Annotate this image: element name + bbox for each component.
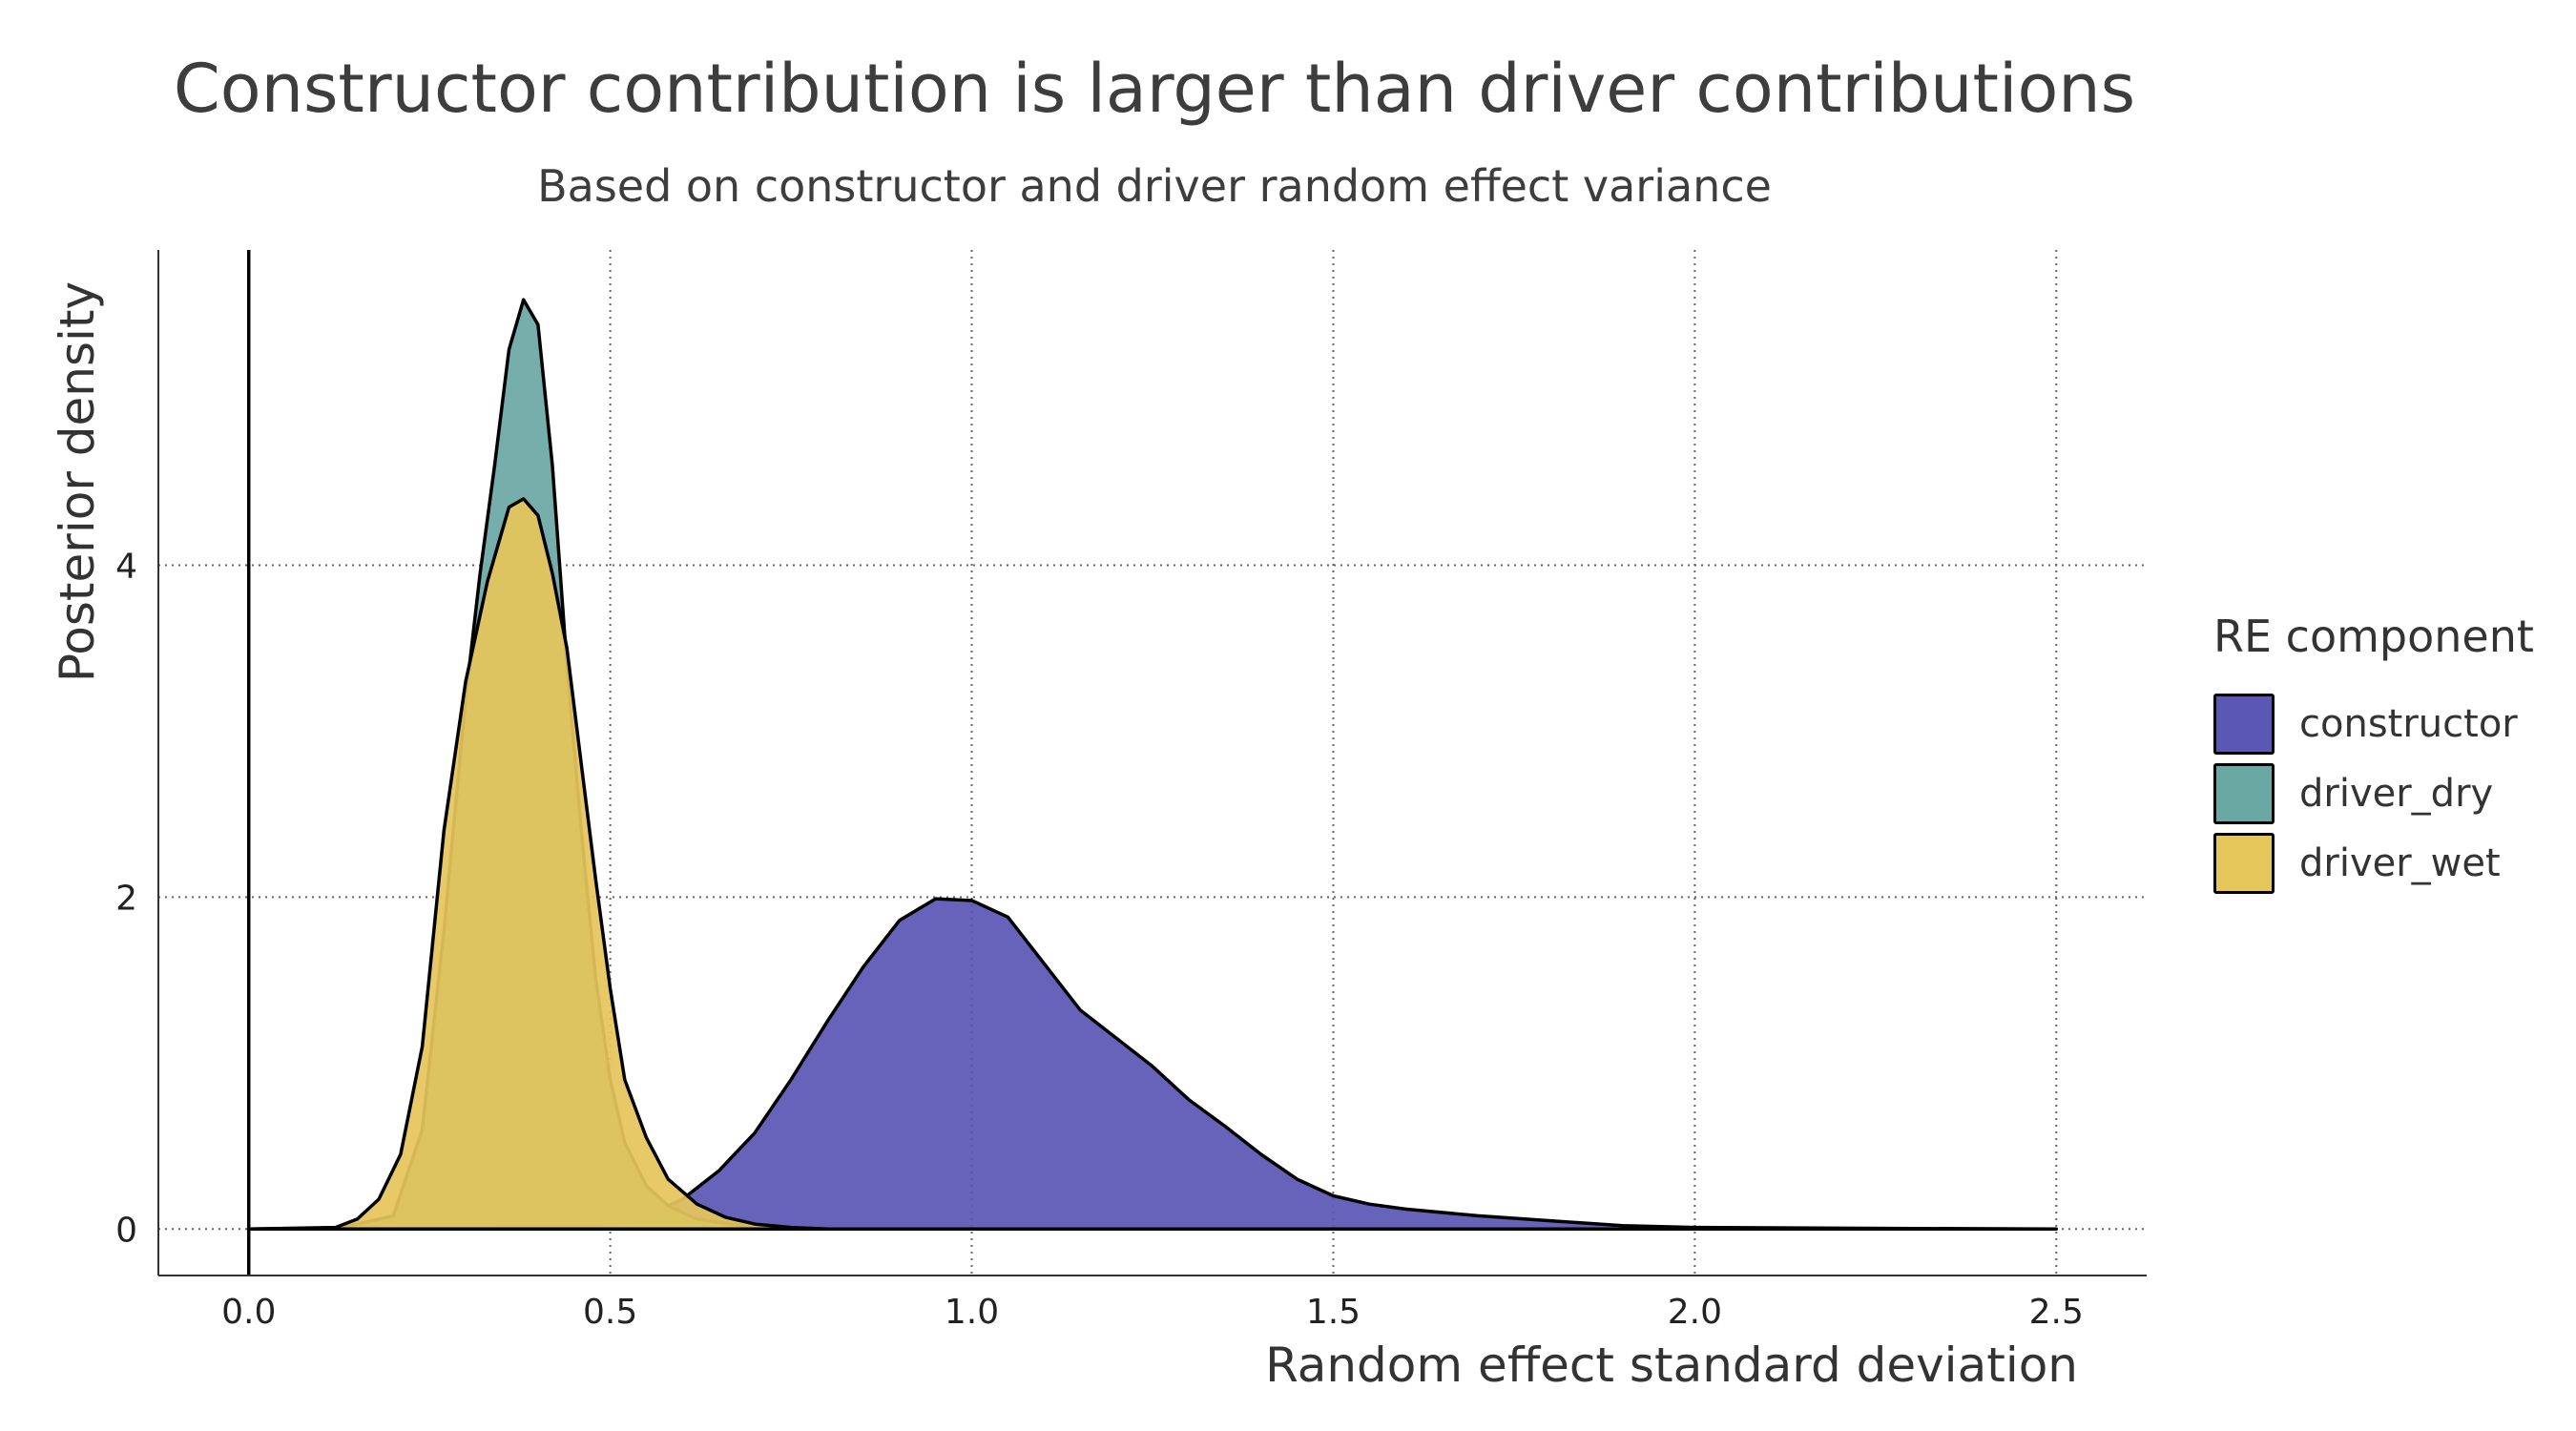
legend-title: RE component bbox=[2213, 611, 2534, 662]
legend-label-driver-dry: driver_dry bbox=[2299, 771, 2494, 816]
legend-item-driver-dry: driver_dry bbox=[2213, 758, 2534, 828]
density-areas bbox=[246, 298, 2059, 1232]
x-axis-label: Random effect standard deviation bbox=[1265, 1338, 2078, 1393]
x-tick-label: 1.0 bbox=[945, 1293, 999, 1332]
chart-subtitle: Based on constructor and driver random e… bbox=[537, 160, 1772, 212]
y-tick-label: 0 bbox=[115, 1211, 137, 1250]
density-area-constructor bbox=[246, 897, 2059, 1232]
legend-item-driver-wet: driver_wet bbox=[2213, 828, 2534, 898]
legend-key-driver-dry bbox=[2213, 762, 2275, 824]
x-tick-label: 0.0 bbox=[221, 1293, 276, 1332]
y-axis-label: Posterior density bbox=[50, 281, 105, 682]
legend-label-driver-wet: driver_wet bbox=[2299, 840, 2501, 885]
axes: 0.0 0.5 1.0 1.5 2.0 2.5 0 2 4 bbox=[115, 250, 2147, 1332]
density-area-driver-wet bbox=[246, 497, 829, 1232]
legend-item-constructor: constructor bbox=[2213, 689, 2534, 758]
x-tick-label: 2.0 bbox=[1668, 1293, 1722, 1332]
chart-title: Constructor contribution is larger than … bbox=[173, 50, 2136, 128]
y-tick-label: 4 bbox=[115, 548, 137, 587]
y-tick-label: 2 bbox=[115, 879, 137, 918]
legend-key-driver-wet bbox=[2213, 832, 2275, 894]
legend: RE component constructor driver_dry driv… bbox=[2213, 611, 2534, 898]
x-tick-label: 0.5 bbox=[583, 1293, 637, 1332]
legend-key-constructor bbox=[2213, 693, 2275, 755]
legend-label-constructor: constructor bbox=[2299, 701, 2518, 746]
x-tick-label: 2.5 bbox=[2029, 1293, 2084, 1332]
x-tick-label: 1.5 bbox=[1306, 1293, 1361, 1332]
